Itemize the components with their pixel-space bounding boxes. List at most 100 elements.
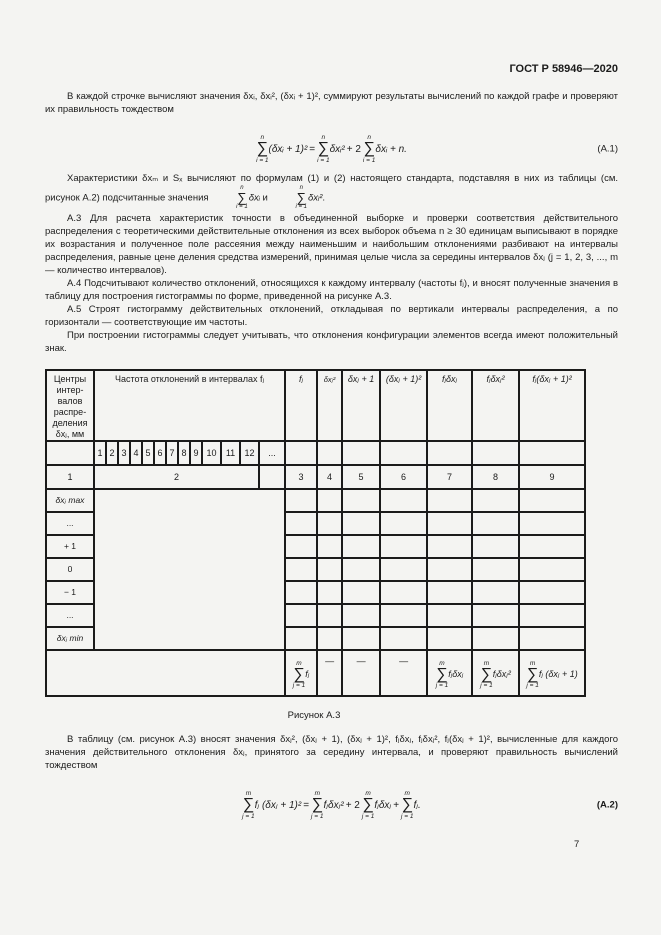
table-cell-empty	[284, 580, 319, 605]
table-summary-row: m ∑ j = 1 fⱼ — — — m ∑ j = 1 fⱼδxⱼ m ∑ j = 1 fⱼδx…	[44, 649, 587, 697]
table-cell-empty	[341, 440, 382, 466]
formula-a2-label: (А.2)	[596, 799, 618, 811]
header-frequency: Частота отклонений в интервалах fⱼ	[92, 369, 287, 442]
sum-symbol: m ∑ j = 1	[311, 790, 324, 820]
table-cell-empty	[341, 534, 382, 559]
table-cell-empty	[471, 440, 521, 466]
header-fj-dxj-plus-1-sq: fⱼ(δxⱼ + 1)²	[518, 369, 587, 442]
table-cell-empty	[341, 488, 382, 513]
header-fj-dxj: fⱼδxⱼ	[426, 369, 474, 442]
sum-symbol: n ∑ i = 1	[317, 134, 330, 164]
table-cell-empty	[316, 603, 344, 628]
formula-term: fⱼδxⱼ	[374, 799, 392, 811]
paragraph-a3: А.3 Для расчета характеристик точности в…	[45, 213, 618, 276]
subcolumn-number: 5	[141, 440, 155, 466]
row-label-zero: 0	[45, 557, 95, 582]
table-cell-empty	[316, 557, 344, 582]
paragraph-a5: А.5 Строят гистограмму действительных от…	[45, 304, 618, 328]
summary-sum-fj: m ∑ j = 1 fⱼ	[284, 649, 319, 697]
table-cell-empty	[518, 603, 587, 628]
subcolumn-number: 4	[129, 440, 143, 466]
formula-term: fⱼδxⱼ²	[323, 799, 344, 811]
formula-operator: +	[393, 799, 400, 811]
column-number: 9	[518, 464, 587, 490]
table-row: δxⱼ min	[45, 626, 587, 651]
table-cell-empty	[471, 603, 521, 628]
summary-dash: —	[341, 649, 382, 697]
table-row: 0	[45, 557, 587, 582]
table-cell-empty	[471, 534, 521, 559]
paragraph-text: .	[322, 192, 326, 204]
table-cell-empty	[426, 626, 474, 651]
frequency-area-empty	[92, 488, 287, 651]
row-label-dxj-max: δxⱼ max	[45, 488, 95, 513]
table-cell-empty	[518, 534, 587, 559]
table-cell-empty	[45, 440, 95, 466]
header-fj-dxj2: fⱼδxⱼ²	[471, 369, 521, 442]
table-cell-empty	[426, 534, 474, 559]
table-cell-empty	[341, 603, 382, 628]
sum-symbol: m ∑ j = 1	[361, 790, 375, 820]
table-cell-empty	[379, 440, 429, 466]
row-label-plus-1: + 1	[45, 534, 95, 559]
table-cell-empty	[379, 534, 429, 559]
column-number: 2	[93, 464, 260, 490]
formula-term: δxᵢ	[248, 192, 260, 204]
table-cell-empty	[284, 626, 319, 651]
document-standard-number: ГОСТ Р 58946—2020	[509, 63, 618, 75]
sum-symbol: m ∑ j = 1	[435, 659, 449, 690]
formula-term: (δxᵢ + 1)²	[268, 143, 308, 155]
row-label-minus-1: − 1	[45, 580, 95, 605]
table-cell-empty	[379, 557, 429, 582]
table-cell-empty	[379, 603, 429, 628]
formula-a1: n ∑ i = 1 (δxᵢ + 1)² = n ∑ i = 1 δxᵢ² + 2 n ∑…	[45, 128, 618, 170]
table-cell-empty	[341, 626, 382, 651]
table-subcolumn-row: 1 2 3 4 5 6 7 8 9 10 11 12 ...	[45, 440, 587, 466]
subcolumn-number: 7	[165, 440, 179, 466]
table-cell-empty	[379, 580, 429, 605]
formula-term: δxᵢ²	[308, 192, 323, 204]
formula-operator: =	[303, 799, 310, 811]
table-cell-empty	[471, 557, 521, 582]
header-interval-centers: Центры интер- валов распре- деления δxⱼ,…	[45, 369, 95, 442]
subcolumn-number: 1	[93, 440, 107, 466]
table-cell-empty	[379, 511, 429, 536]
column-number: 3	[284, 464, 319, 490]
figure-a3-table: Центры интер- валов распре- деления δxⱼ,…	[44, 369, 587, 697]
table-cell-empty	[518, 580, 587, 605]
formula-term: fⱼ (δxⱼ + 1)²	[254, 799, 302, 811]
formula-a2-body: m ∑ j = 1 fⱼ (δxⱼ + 1)² = m ∑ j = 1 fⱼδxⱼ² +…	[242, 790, 421, 819]
row-label-ellipsis: ...	[45, 511, 95, 536]
table-cell-empty	[471, 626, 521, 651]
table-cell-empty	[341, 580, 382, 605]
formula-a1-body: n ∑ i = 1 (δxᵢ + 1)² = n ∑ i = 1 δxᵢ² + 2 n ∑…	[256, 134, 407, 163]
column-number: 8	[471, 464, 521, 490]
column-number: 6	[379, 464, 429, 490]
formula-term: fⱼ.	[413, 799, 421, 811]
table-cell-empty	[316, 580, 344, 605]
table-cell-empty	[379, 626, 429, 651]
header-dxj2: δxⱼ²	[316, 369, 344, 442]
sum-symbol: m ∑ j = 1	[292, 659, 306, 690]
row-label-dxj-min: δxⱼ min	[45, 626, 95, 651]
table-cell-empty	[426, 580, 474, 605]
table-cell-empty	[518, 440, 587, 466]
summary-dash: —	[316, 649, 344, 697]
subcolumn-number: 10	[201, 440, 222, 466]
sum-symbol: n ∑ i = 1	[362, 134, 376, 164]
table-cell-empty	[284, 557, 319, 582]
table-cell-empty	[518, 511, 587, 536]
table-row: + 1	[45, 534, 587, 559]
summary-sum-fj-dxj-plus-1: m ∑ j = 1 fⱼ (δxⱼ + 1)	[518, 649, 587, 697]
subcolumn-number: ...	[257, 440, 287, 466]
column-number: 5	[341, 464, 382, 490]
sum-symbol: n ∑ i = 1	[236, 185, 248, 210]
column-number: 7	[426, 464, 474, 490]
table-cell-empty	[379, 488, 429, 513]
table-cell-empty	[518, 557, 587, 582]
table-cell-empty	[471, 488, 521, 513]
header-dxj-plus-1-sq: (δxⱼ + 1)²	[379, 369, 429, 442]
subcolumn-number: 6	[153, 440, 167, 466]
paragraph-text: Характеристики δxₘ и Sₓ вычисляют по фор…	[45, 173, 618, 204]
